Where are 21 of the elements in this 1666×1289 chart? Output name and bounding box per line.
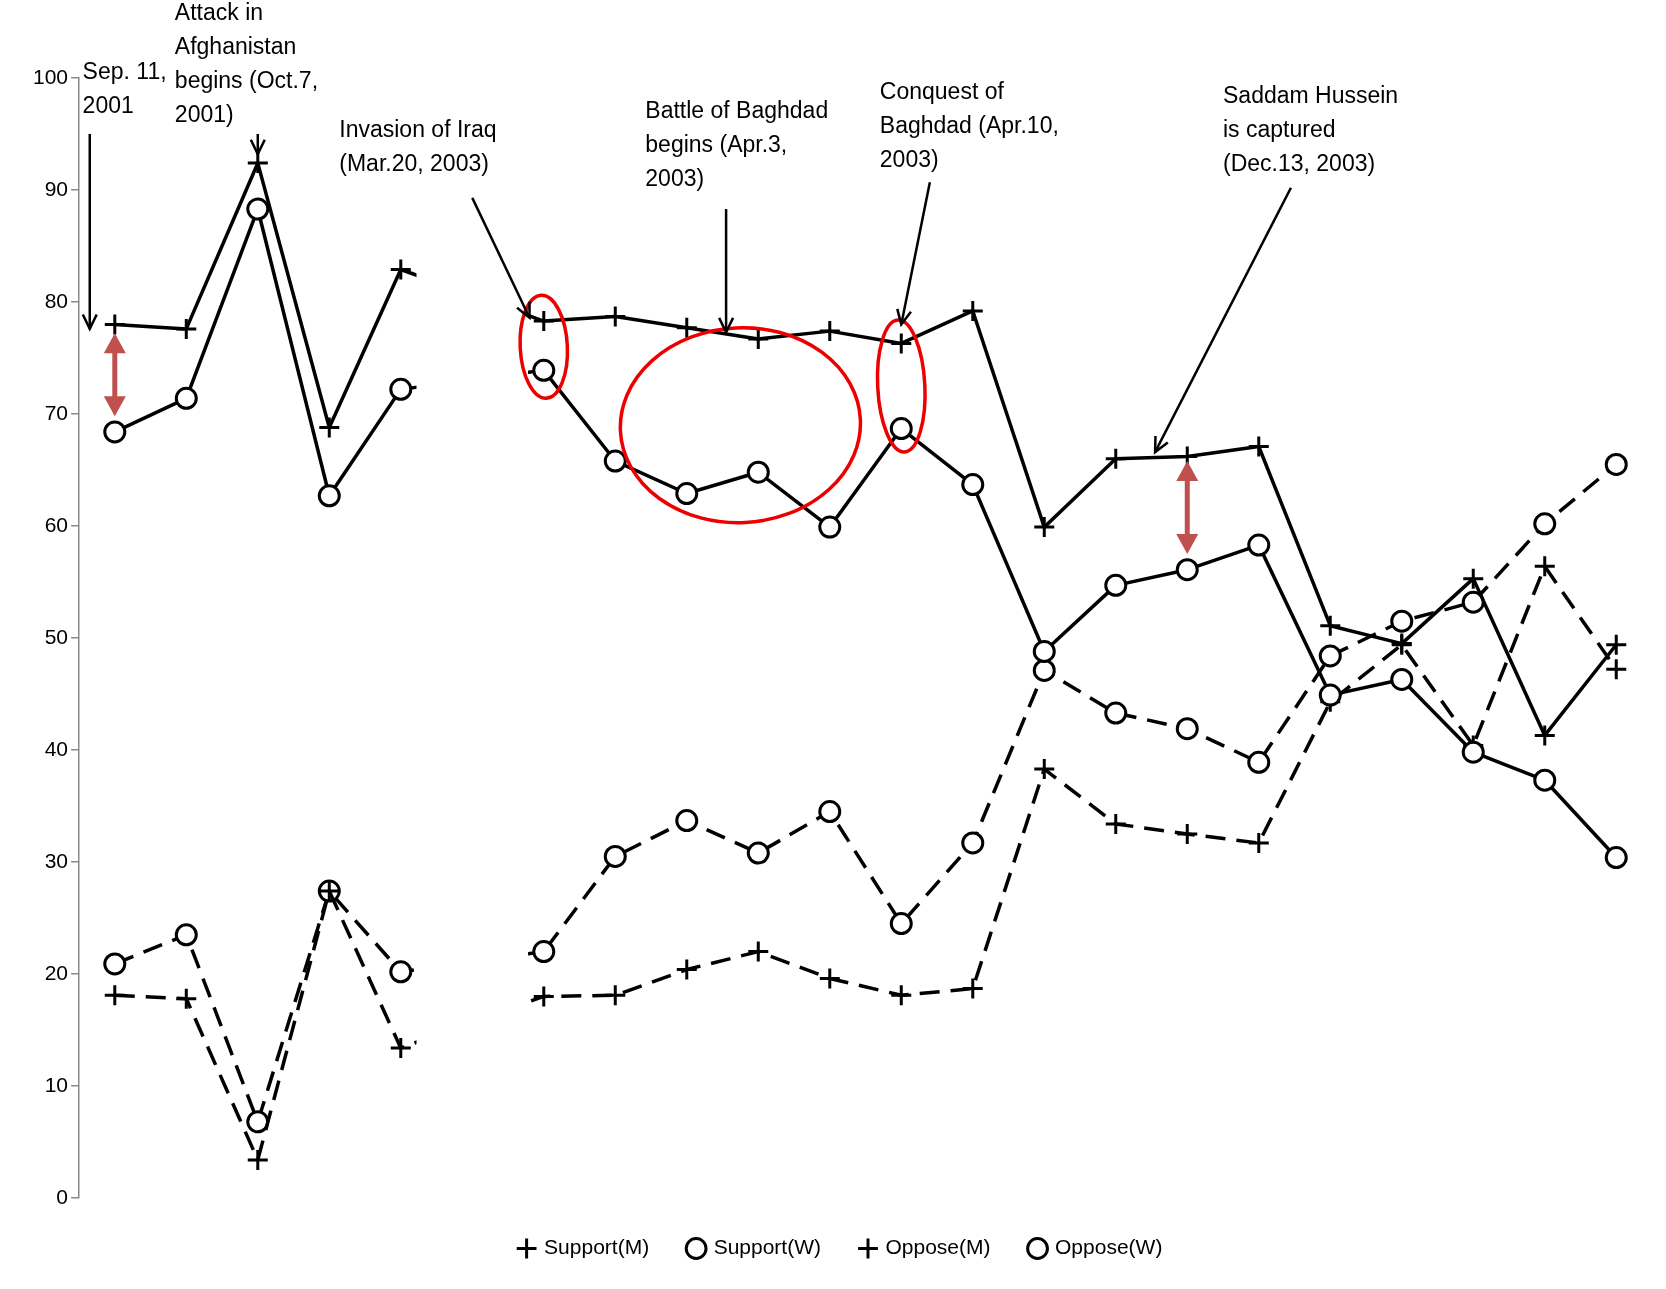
- y-tick-label: 20: [44, 960, 69, 984]
- y-tick-label: 90: [44, 176, 69, 200]
- y-tick-label: 40: [44, 736, 69, 760]
- y-tick-label: 70: [44, 400, 69, 424]
- annotation: Saddam Hussein is captured (Dec.13, 2003): [1223, 81, 1399, 176]
- annotation: Invasion of Iraq (Mar.20, 2003): [339, 116, 497, 177]
- annotation: Battle of Baghdad begins (Apr.3, 2003): [645, 97, 829, 192]
- legend-label: Support(W): [713, 1235, 821, 1259]
- annotation: Conquest of Baghdad (Apr.10, 2003): [879, 78, 1059, 173]
- legend-label: Oppose(W): [1055, 1235, 1163, 1259]
- y-tick-label: 100: [32, 64, 69, 88]
- annotation: Sep. 11, 2001: [82, 58, 167, 119]
- legend-label: Oppose(M): [885, 1235, 991, 1259]
- y-tick-label: 0: [56, 1184, 69, 1208]
- legend-label: Support(M): [544, 1235, 650, 1259]
- y-tick-label: 10: [44, 1072, 69, 1096]
- y-tick-label: 80: [44, 288, 69, 312]
- y-tick-label: 50: [44, 624, 69, 648]
- annotation: Attack in Afghanistan begins (Oct.7, 2001): [174, 0, 319, 127]
- y-tick-label: 30: [44, 848, 69, 872]
- y-tick-label: 60: [44, 512, 69, 536]
